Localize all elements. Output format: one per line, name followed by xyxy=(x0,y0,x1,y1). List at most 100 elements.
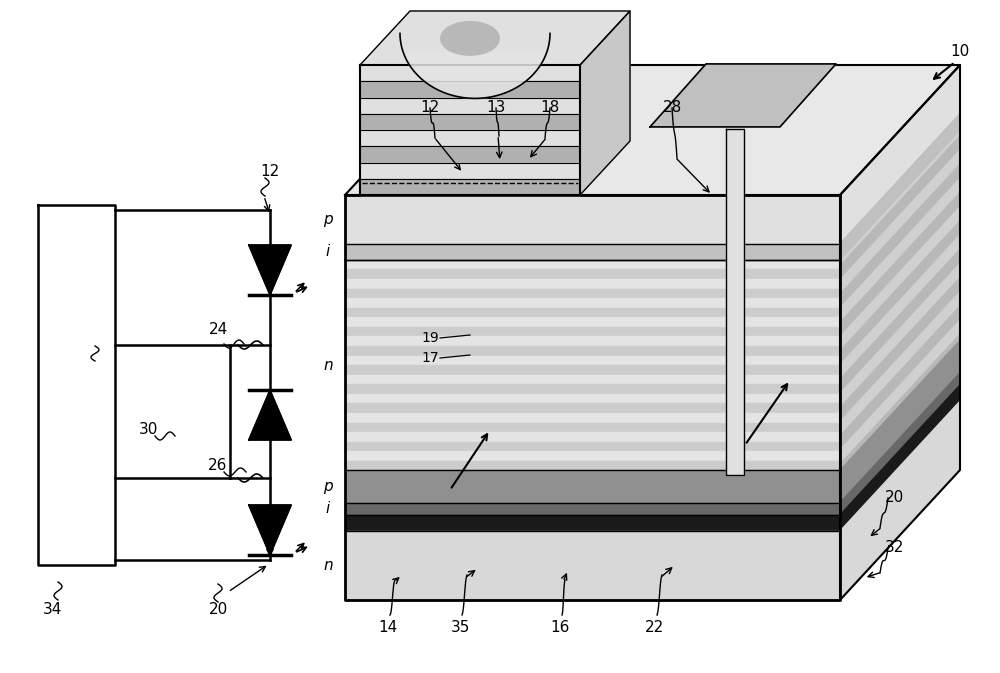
Ellipse shape xyxy=(440,21,500,56)
Text: 16: 16 xyxy=(550,621,570,635)
Polygon shape xyxy=(249,245,291,295)
Polygon shape xyxy=(345,515,840,531)
Polygon shape xyxy=(840,178,960,322)
Polygon shape xyxy=(580,11,630,195)
Text: p: p xyxy=(323,479,333,494)
Polygon shape xyxy=(345,317,840,327)
Polygon shape xyxy=(840,122,960,266)
Polygon shape xyxy=(650,64,836,127)
Polygon shape xyxy=(840,114,960,260)
Polygon shape xyxy=(840,320,960,464)
Polygon shape xyxy=(38,205,115,565)
Text: p: p xyxy=(323,212,333,227)
Text: 28: 28 xyxy=(82,332,102,347)
Polygon shape xyxy=(345,470,840,503)
Polygon shape xyxy=(345,441,840,452)
Polygon shape xyxy=(345,289,840,298)
Polygon shape xyxy=(840,164,960,308)
Text: n: n xyxy=(323,558,333,573)
Polygon shape xyxy=(345,384,840,394)
Polygon shape xyxy=(345,423,840,432)
Text: 20: 20 xyxy=(208,602,228,618)
Text: 12: 12 xyxy=(420,100,440,116)
Polygon shape xyxy=(840,292,960,436)
Polygon shape xyxy=(345,403,840,413)
Text: i: i xyxy=(326,501,330,516)
Polygon shape xyxy=(840,373,960,515)
Polygon shape xyxy=(840,221,960,365)
Polygon shape xyxy=(345,308,840,317)
Polygon shape xyxy=(840,385,960,531)
Polygon shape xyxy=(840,341,960,503)
Polygon shape xyxy=(345,260,840,269)
Polygon shape xyxy=(840,192,960,336)
Polygon shape xyxy=(840,65,960,209)
Polygon shape xyxy=(360,162,580,179)
Polygon shape xyxy=(249,390,291,440)
Polygon shape xyxy=(840,65,960,244)
Polygon shape xyxy=(726,129,744,475)
Polygon shape xyxy=(345,346,840,355)
Text: 22: 22 xyxy=(645,621,665,635)
Polygon shape xyxy=(400,34,550,98)
Polygon shape xyxy=(345,244,840,260)
Text: 13: 13 xyxy=(486,100,506,116)
Polygon shape xyxy=(345,365,840,375)
Polygon shape xyxy=(840,263,960,408)
Polygon shape xyxy=(840,334,960,479)
Polygon shape xyxy=(345,503,840,515)
Polygon shape xyxy=(840,65,960,600)
Text: n: n xyxy=(323,357,333,373)
Text: 12: 12 xyxy=(260,164,280,180)
Polygon shape xyxy=(345,452,840,461)
Polygon shape xyxy=(345,375,840,384)
Polygon shape xyxy=(840,207,960,351)
Polygon shape xyxy=(249,505,291,555)
Polygon shape xyxy=(840,278,960,422)
Polygon shape xyxy=(360,81,580,98)
Polygon shape xyxy=(840,306,960,450)
Text: 19: 19 xyxy=(421,331,439,345)
Polygon shape xyxy=(840,79,960,223)
Polygon shape xyxy=(345,65,960,195)
Text: 17: 17 xyxy=(421,351,439,365)
Polygon shape xyxy=(345,432,840,441)
Text: 30: 30 xyxy=(138,423,158,437)
Polygon shape xyxy=(345,327,840,336)
Polygon shape xyxy=(345,394,840,403)
Text: 14: 14 xyxy=(378,621,398,635)
Polygon shape xyxy=(345,413,840,423)
Text: 20: 20 xyxy=(885,491,905,505)
Polygon shape xyxy=(345,355,840,365)
Text: 35: 35 xyxy=(450,621,470,635)
Text: i: i xyxy=(326,244,330,259)
Text: 32: 32 xyxy=(885,540,905,555)
Polygon shape xyxy=(840,136,960,280)
Text: 34: 34 xyxy=(42,602,62,618)
Polygon shape xyxy=(345,298,840,308)
Text: 10: 10 xyxy=(950,44,970,59)
Polygon shape xyxy=(345,195,840,244)
Polygon shape xyxy=(345,269,840,279)
Polygon shape xyxy=(360,146,580,162)
Polygon shape xyxy=(840,108,960,252)
Polygon shape xyxy=(840,94,960,238)
Polygon shape xyxy=(360,65,580,81)
Polygon shape xyxy=(840,401,960,600)
Polygon shape xyxy=(345,336,840,346)
Polygon shape xyxy=(840,235,960,380)
Polygon shape xyxy=(345,531,840,600)
Polygon shape xyxy=(360,179,580,195)
Text: 26: 26 xyxy=(208,458,228,472)
Text: 28: 28 xyxy=(662,100,682,116)
Polygon shape xyxy=(360,114,580,130)
Polygon shape xyxy=(840,150,960,294)
Text: 24: 24 xyxy=(208,322,228,337)
Polygon shape xyxy=(360,11,630,65)
Polygon shape xyxy=(345,461,840,470)
Polygon shape xyxy=(345,279,840,289)
Text: 18: 18 xyxy=(540,100,560,116)
Polygon shape xyxy=(360,130,580,146)
Polygon shape xyxy=(840,249,960,394)
Polygon shape xyxy=(360,98,580,114)
